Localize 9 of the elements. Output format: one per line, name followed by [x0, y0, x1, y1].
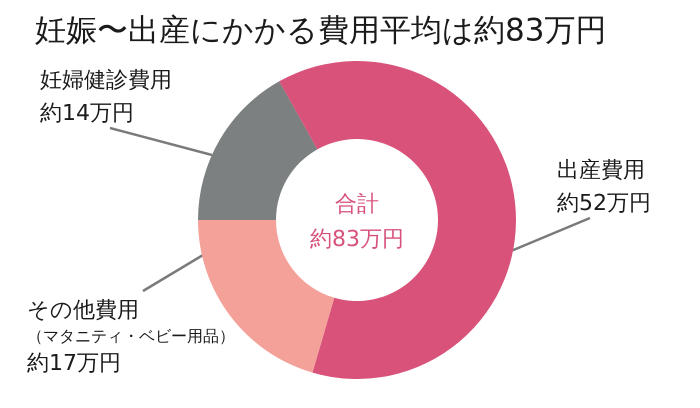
data-label: 約52万円 [557, 191, 651, 216]
slice-label: 妊婦健診費用 [40, 68, 172, 93]
data-label: 約14万円 [40, 101, 134, 126]
data-label: 約17万円 [27, 351, 121, 376]
text: 約83万円 [310, 227, 404, 252]
slice-label: 出産費用 [557, 158, 645, 183]
text: 合計 [335, 192, 379, 217]
slice-label: その他費用（マタニティ・ベビー用品） [27, 298, 235, 346]
chart-title: 妊娠〜出産にかかる費用平均は約83万円 [35, 12, 606, 48]
